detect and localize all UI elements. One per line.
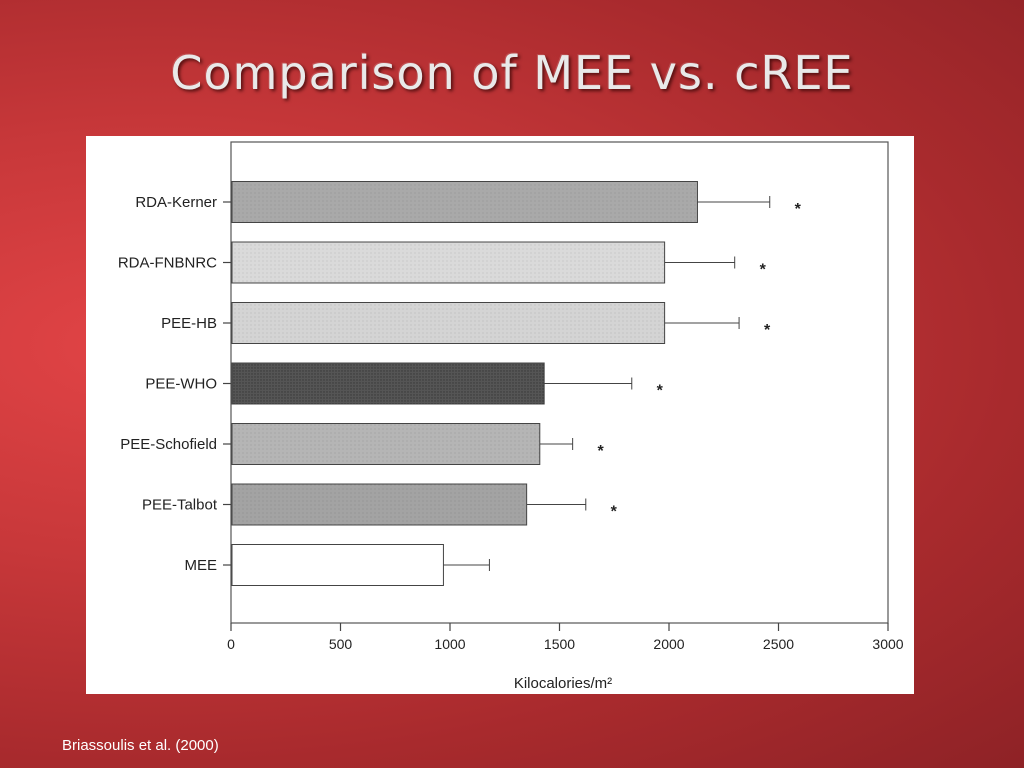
source-citation: Briassoulis et al. (2000) <box>62 737 219 754</box>
bar-texture-pee-talbot <box>232 484 527 525</box>
category-label-pee-who: PEE-WHO <box>145 376 217 393</box>
category-label-pee-talbot: PEE-Talbot <box>142 497 218 514</box>
bar-texture-rda-fnbnrc <box>232 242 665 283</box>
bar-texture-pee-hb <box>232 302 665 344</box>
significance-marker-rda-kerner: * <box>795 201 802 218</box>
bar-texture-pee-who <box>232 363 545 404</box>
x-tick-label-2000: 2000 <box>653 636 684 652</box>
bar-mee <box>231 544 444 586</box>
category-label-rda-fnbnrc: RDA-FNBNRC <box>118 255 217 272</box>
category-label-pee-schofield: PEE-Schofield <box>120 436 217 453</box>
significance-marker-rda-fnbnrc: * <box>760 262 767 279</box>
x-tick-label-2500: 2500 <box>763 636 794 652</box>
x-tick-label-0: 0 <box>227 636 235 652</box>
x-tick-label-500: 500 <box>329 636 353 652</box>
chart-panel: RDA-Kerner * RDA-FNBNRC * PEE-HB * PEE-WHO * PEE… <box>86 136 914 694</box>
bar-texture-pee-schofield <box>232 423 540 465</box>
x-tick-label-1500: 1500 <box>544 636 575 652</box>
x-tick-label-3000: 3000 <box>872 636 903 652</box>
bar-chart: RDA-Kerner * RDA-FNBNRC * PEE-HB * PEE-WHO * PEE… <box>118 141 904 692</box>
bar-texture-rda-kerner <box>232 181 698 223</box>
category-label-pee-hb: PEE-HB <box>161 315 217 332</box>
significance-marker-pee-talbot: * <box>611 504 618 521</box>
significance-marker-pee-who: * <box>657 383 664 400</box>
category-label-mee: MEE <box>184 557 217 574</box>
slide-title: Comparison of MEE vs. cREE <box>170 46 854 100</box>
significance-marker-pee-schofield: * <box>598 443 605 460</box>
x-tick-label-1000: 1000 <box>434 636 465 652</box>
category-label-rda-kerner: RDA-Kerner <box>135 194 217 211</box>
significance-marker-pee-hb: * <box>764 322 771 339</box>
x-axis-label: Kilocalories/m² <box>514 675 612 692</box>
